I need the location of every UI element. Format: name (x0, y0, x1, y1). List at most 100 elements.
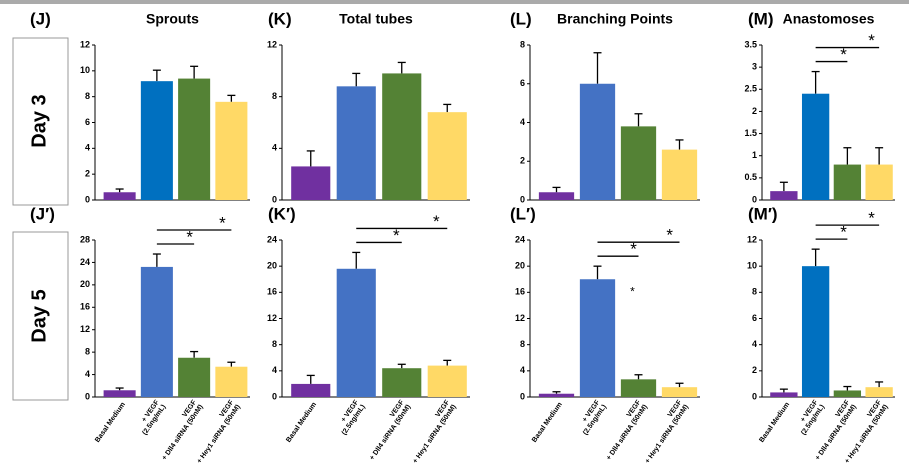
y-tick-label: 4 (520, 365, 525, 375)
bar (770, 191, 797, 200)
bar (337, 269, 376, 397)
panel-label: (L′) (510, 204, 536, 223)
bar (802, 94, 829, 200)
panel-label: (K′) (268, 204, 296, 223)
y-tick-label: 16 (515, 287, 525, 297)
bar (428, 112, 467, 200)
panel-label: (J) (30, 9, 51, 28)
bar (865, 387, 892, 397)
bar (834, 390, 861, 397)
figure: Day 3 Day 5 (J)Sprouts024681012(K)Total … (0, 0, 909, 466)
y-tick-label: 8 (272, 91, 277, 101)
y-tick-label: 0 (520, 194, 525, 204)
bar (662, 387, 697, 397)
y-tick-label: 2 (85, 169, 90, 179)
x-tick-label: Basal Medium (285, 401, 318, 444)
bar (178, 79, 210, 200)
y-tick-label: 8 (85, 347, 90, 357)
bar (834, 165, 861, 200)
panel-title: Branching Points (557, 11, 673, 27)
y-tick-label: 12 (80, 39, 90, 49)
y-tick-label: 12 (80, 324, 90, 334)
y-tick-label: 12 (515, 313, 525, 323)
panel-title: Sprouts (146, 11, 199, 27)
y-tick-label: 0 (85, 194, 90, 204)
bar (104, 192, 136, 200)
bar (104, 390, 136, 397)
y-tick-label: 8 (272, 339, 277, 349)
y-tick-label: 24 (515, 234, 525, 244)
y-tick-label: 20 (267, 261, 277, 271)
x-tick-label: + VEGF(2.5ng/mL) (334, 398, 367, 436)
significance-star: * (868, 209, 875, 228)
y-tick-label: 24 (267, 234, 277, 244)
x-tick-label: VEGF+ Dll4 siRNA (50nM) (362, 398, 413, 461)
panel-label: (M) (748, 9, 773, 28)
row-label: Day 5 (28, 289, 50, 342)
y-tick-label: 4 (752, 339, 757, 349)
y-tick-label: 1.5 (744, 128, 757, 138)
bar (580, 84, 615, 200)
y-tick-label: 16 (267, 287, 277, 297)
y-tick-label: 4 (272, 365, 277, 375)
significance-star: * (666, 226, 673, 245)
x-tick-label: Basal Medium (94, 401, 127, 444)
x-tick-line: Basal Medium (94, 401, 127, 444)
bar (382, 368, 421, 397)
x-tick-label: Basal Medium (758, 401, 791, 444)
y-tick-label: 8 (520, 339, 525, 349)
x-tick-line: Basal Medium (285, 401, 318, 444)
y-tick-label: 8 (85, 91, 90, 101)
bar (291, 384, 330, 397)
y-tick-label: 0 (85, 391, 90, 401)
y-tick-label: 24 (80, 257, 90, 267)
y-tick-label: 20 (80, 279, 90, 289)
y-tick-label: 1 (752, 150, 757, 160)
panel-label: (L) (510, 9, 532, 28)
significance-star: * (868, 31, 875, 50)
panel-title: Total tubes (339, 11, 413, 27)
bar (580, 279, 615, 397)
bar (865, 165, 892, 200)
panel-label: (J′) (30, 204, 55, 223)
y-tick-label: 0 (272, 391, 277, 401)
bar (178, 358, 210, 397)
bar (215, 367, 247, 397)
y-tick-label: 0 (272, 194, 277, 204)
y-tick-label: 6 (752, 313, 757, 323)
annotation: * (630, 285, 635, 299)
significance-star: * (433, 212, 440, 231)
y-tick-label: 4 (520, 117, 525, 127)
y-tick-label: 0 (752, 391, 757, 401)
bar (539, 192, 574, 200)
y-tick-label: 2 (520, 156, 525, 166)
y-tick-label: 0.5 (744, 172, 757, 182)
y-tick-label: 8 (752, 287, 757, 297)
y-tick-label: 0 (752, 194, 757, 204)
x-tick-label: + VEGF(2.5ng/mL) (793, 398, 826, 436)
y-tick-label: 3.5 (744, 39, 757, 49)
y-tick-label: 6 (520, 78, 525, 88)
row-label: Day 3 (28, 94, 50, 147)
y-tick-label: 10 (747, 261, 757, 271)
bar (662, 150, 697, 200)
y-tick-label: 2 (752, 106, 757, 116)
x-tick-label: Basal Medium (531, 401, 564, 444)
y-tick-label: 2 (752, 365, 757, 375)
bar (802, 266, 829, 397)
bar (382, 73, 421, 200)
y-tick-label: 2.5 (744, 84, 757, 94)
y-tick-label: 4 (85, 369, 90, 379)
bar (621, 379, 656, 397)
bar (428, 366, 467, 397)
y-tick-label: 12 (267, 313, 277, 323)
panel-label: (K) (268, 9, 292, 28)
y-tick-label: 3 (752, 62, 757, 72)
bar (141, 81, 173, 200)
y-tick-label: 12 (267, 39, 277, 49)
panel-label: (M′) (748, 204, 778, 223)
y-tick-label: 28 (80, 234, 90, 244)
y-tick-label: 4 (85, 143, 90, 153)
x-tick-label: VEGF+ Hey1 siRNA (50nM) (405, 398, 458, 465)
significance-star: * (219, 214, 226, 233)
